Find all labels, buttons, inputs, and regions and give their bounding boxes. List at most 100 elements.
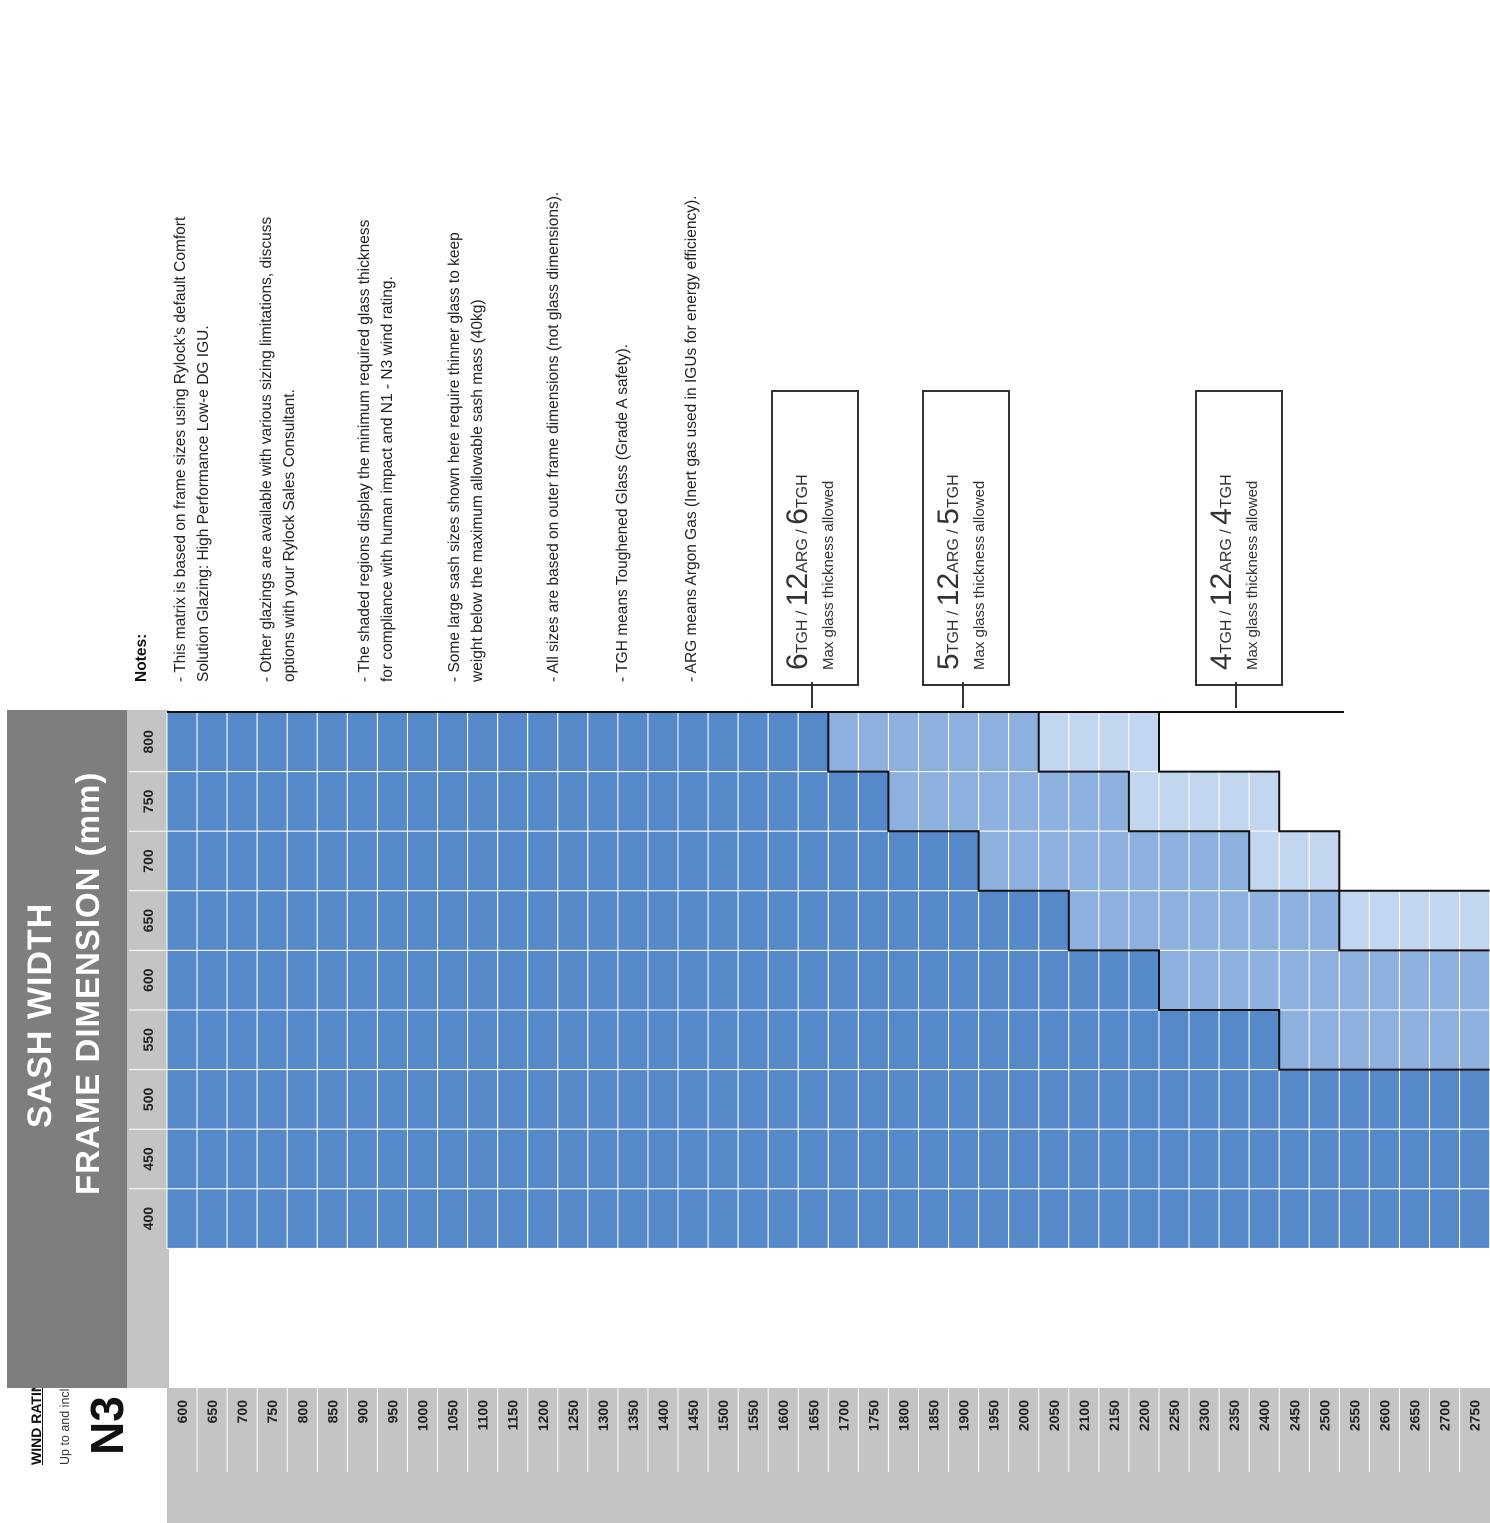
matrix-cell-empty	[1339, 712, 1370, 772]
matrix-cell	[948, 711, 980, 773]
matrix-cell	[376, 1069, 408, 1130]
matrix-cell	[406, 1128, 439, 1190]
matrix-cell-empty	[1429, 712, 1460, 772]
matrix-cell	[557, 949, 589, 1011]
matrix-cell	[1459, 1069, 1490, 1130]
matrix-cell	[918, 771, 950, 832]
matrix-cell	[1338, 1069, 1370, 1130]
matrix-cell	[948, 771, 980, 832]
matrix-cell	[1008, 890, 1040, 951]
matrix-cell	[557, 1128, 589, 1190]
matrix-cell	[406, 830, 439, 892]
matrix-cell	[707, 1128, 739, 1190]
callout-leader-line	[1235, 682, 1237, 708]
matrix-cell	[1098, 771, 1130, 832]
height-tick-label: 950	[384, 1400, 400, 1424]
matrix-cell	[737, 1128, 769, 1190]
matrix-cell	[226, 1009, 258, 1071]
matrix-cell	[918, 1128, 950, 1190]
matrix-cell	[1098, 711, 1130, 773]
matrix-cell	[948, 1188, 980, 1249]
matrix-cell	[226, 771, 258, 832]
matrix-cell	[647, 1009, 679, 1071]
matrix-cell	[1098, 890, 1130, 951]
matrix-cell-empty	[1429, 831, 1460, 891]
matrix-cell	[737, 1069, 769, 1130]
matrix-cell	[346, 1128, 378, 1190]
matrix-cell	[1038, 1128, 1070, 1190]
matrix-cell	[286, 771, 318, 832]
matrix-cell	[286, 1188, 318, 1249]
matrix-cell	[887, 771, 920, 832]
height-tick-label: 700	[234, 1400, 250, 1424]
matrix-cell	[677, 711, 709, 773]
matrix-cell	[767, 711, 799, 773]
matrix-cell	[316, 1009, 348, 1071]
matrix-cell	[918, 1069, 950, 1130]
matrix-cell	[1368, 1009, 1400, 1071]
glass-spec-callout: 5TGH / 12ARG / 5TGH Max glass thickness a…	[922, 390, 1010, 686]
matrix-cell	[557, 830, 589, 892]
matrix-cell	[948, 1009, 980, 1071]
matrix-cell	[887, 890, 920, 951]
matrix-cell	[286, 890, 318, 951]
matrix-cell	[617, 830, 649, 892]
height-tick-label: 650	[204, 1400, 220, 1424]
matrix-cell	[827, 1188, 859, 1249]
matrix-cell	[617, 771, 649, 832]
matrix-cell	[316, 949, 348, 1011]
matrix-cell	[1398, 1069, 1431, 1130]
matrix-cell	[827, 949, 859, 1011]
matrix-cell	[557, 1069, 589, 1130]
matrix-cell	[918, 1188, 950, 1249]
matrix-cell	[527, 711, 559, 773]
matrix-cell	[1158, 1069, 1190, 1130]
matrix-cell	[857, 1128, 889, 1190]
matrix-cell	[467, 949, 499, 1011]
matrix-cell	[1098, 1128, 1130, 1190]
matrix-cell	[1068, 949, 1100, 1011]
matrix-cell	[978, 771, 1010, 832]
matrix-cell	[316, 1188, 348, 1249]
matrix-cell	[1398, 1009, 1431, 1071]
matrix-cell-empty	[1369, 712, 1400, 772]
matrix-cell	[437, 771, 469, 832]
matrix-cell	[437, 890, 469, 951]
matrix-cell	[647, 1069, 679, 1130]
matrix-cell	[1248, 1128, 1280, 1190]
width-tick-band	[127, 710, 169, 1388]
matrix-cell	[918, 711, 950, 773]
matrix-cell	[587, 1188, 619, 1249]
height-tick-label: 1650	[805, 1400, 821, 1431]
matrix-cell	[1068, 1188, 1100, 1249]
matrix-cell	[196, 1009, 228, 1071]
matrix-cell	[406, 1069, 439, 1130]
matrix-cell	[707, 1188, 739, 1249]
matrix-cell	[346, 1009, 378, 1071]
matrix-cell	[767, 949, 799, 1011]
matrix-cell	[677, 890, 709, 951]
matrix-cell	[497, 711, 529, 773]
matrix-cell	[376, 771, 408, 832]
height-tick-label: 1800	[895, 1400, 911, 1431]
matrix-cell	[1188, 890, 1220, 951]
matrix-cell	[1128, 890, 1160, 951]
matrix-cell	[286, 830, 318, 892]
matrix-cell	[376, 711, 408, 773]
matrix-cell	[587, 1128, 619, 1190]
matrix-cell	[587, 1009, 619, 1071]
width-header-panel	[7, 710, 127, 1388]
matrix-cell	[918, 890, 950, 951]
matrix-cell	[527, 1009, 559, 1071]
matrix-cell	[1098, 1069, 1130, 1130]
matrix-cell	[1308, 1069, 1340, 1130]
matrix-cell	[737, 1188, 769, 1249]
matrix-cell	[1068, 711, 1100, 773]
height-header-panel-dark	[167, 1388, 1490, 1472]
matrix-cell	[196, 1188, 228, 1249]
height-tick-label: 1550	[745, 1400, 761, 1431]
matrix-cell	[437, 949, 469, 1011]
matrix-cell	[316, 890, 348, 951]
matrix-cell	[1218, 1188, 1250, 1249]
matrix-cell	[406, 771, 439, 832]
